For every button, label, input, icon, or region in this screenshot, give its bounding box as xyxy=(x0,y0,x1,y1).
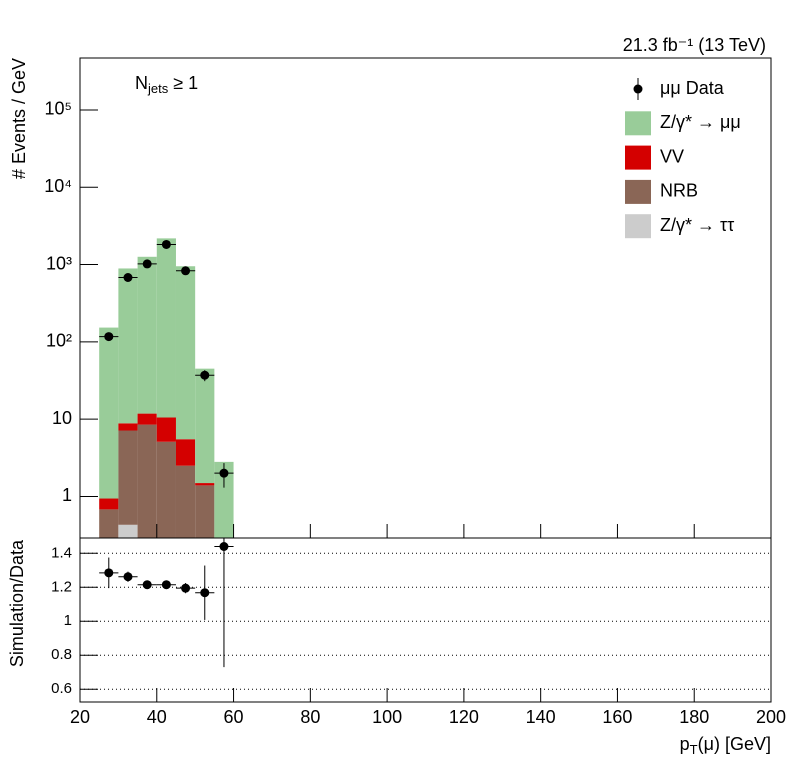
legend-label: Z/γ* → μμ xyxy=(660,112,741,132)
ratio-point xyxy=(161,580,171,590)
x-label-sub: T xyxy=(690,742,698,757)
stack-bar xyxy=(175,465,196,538)
x-tick-label: 180 xyxy=(679,707,709,727)
y-tick-label: 10⁵ xyxy=(45,99,72,119)
data-point xyxy=(219,468,229,478)
ratio-point xyxy=(123,572,133,582)
x-axis-label: pT(μ) [GeV] xyxy=(680,734,771,758)
legend-swatch xyxy=(625,111,651,136)
ratio-point xyxy=(181,583,191,593)
x-tick-label: 100 xyxy=(372,707,402,727)
y-axis-label: # Events / GeV xyxy=(9,58,29,179)
x-tick-label: 40 xyxy=(147,707,167,727)
stack-bar xyxy=(175,266,196,440)
legend-label: VV xyxy=(660,146,684,166)
stack-bar xyxy=(118,524,138,538)
stack-bar xyxy=(156,238,176,418)
data-point xyxy=(104,332,114,342)
annotation-sub: jets xyxy=(147,81,169,96)
ratio-y-tick-label: 1.2 xyxy=(51,578,72,595)
stack-bar xyxy=(156,441,176,538)
annotation: Njets ≥ 1 xyxy=(135,73,198,97)
legend-marker xyxy=(633,84,643,94)
x-tick-label: 120 xyxy=(449,707,479,727)
stack-bar xyxy=(99,498,119,510)
x-label-rest: (μ) [GeV] xyxy=(698,734,771,754)
annotation-main: N xyxy=(135,73,148,93)
x-tick-label: 20 xyxy=(70,707,90,727)
x-tick-label: 80 xyxy=(300,707,320,727)
stack-bar xyxy=(118,268,138,424)
y-tick-label: 10 xyxy=(52,408,72,428)
legend-label: μμ Data xyxy=(660,78,725,98)
legend-label: NRB xyxy=(660,181,698,201)
x-label-main: p xyxy=(680,734,690,754)
lumi-header: 21.3 fb⁻¹ (13 TeV) xyxy=(623,35,766,55)
stack-bar xyxy=(195,483,215,486)
stack-bar xyxy=(156,417,176,442)
legend-swatch xyxy=(625,145,651,170)
x-tick-label: 140 xyxy=(526,707,556,727)
main-plot xyxy=(99,238,234,538)
stack-bar xyxy=(175,439,196,466)
data-point xyxy=(161,239,171,249)
x-tick-label: 200 xyxy=(756,707,786,727)
data-point xyxy=(181,266,191,276)
ratio-y-tick-label: 1 xyxy=(64,612,72,629)
stack-bar xyxy=(118,423,138,431)
stack-bar xyxy=(195,485,215,538)
annotation-rest: ≥ 1 xyxy=(168,73,198,93)
stack-bar xyxy=(118,430,138,525)
stack-bar xyxy=(214,461,234,538)
ratio-point xyxy=(104,568,114,578)
y-tick-label: 10² xyxy=(46,331,72,351)
ratio-point xyxy=(142,580,152,590)
legend-label: Z/γ* → ττ xyxy=(660,215,734,235)
ratio-y-tick-label: 1.4 xyxy=(51,544,72,561)
y-tick-label: 10³ xyxy=(46,253,72,273)
data-point xyxy=(200,370,210,380)
stack-bar xyxy=(137,413,157,425)
ratio-point xyxy=(200,588,210,598)
x-tick-label: 60 xyxy=(224,707,244,727)
y-tick-label: 1 xyxy=(62,485,72,505)
ratio-point xyxy=(219,541,229,551)
ratio-y-tick-label: 0.6 xyxy=(51,680,72,697)
data-point xyxy=(123,272,133,282)
axes: 1 10 10² 10³ 10⁴ 10⁵ 0.6 0.8 1 1.2 1.4 20 40 60 80 100 1… xyxy=(44,99,786,727)
y-tick-label: 10⁴ xyxy=(44,176,72,196)
ratio-points xyxy=(99,538,234,668)
x-tick-label: 160 xyxy=(602,707,632,727)
legend-swatch xyxy=(625,179,651,204)
stack-bar xyxy=(137,424,157,538)
data-point xyxy=(142,259,152,269)
ratio-frame xyxy=(79,537,772,703)
ratio-plot xyxy=(80,552,771,690)
stack-bar xyxy=(99,327,119,499)
legend-swatch xyxy=(625,214,651,239)
ratio-y-tick-label: 0.8 xyxy=(51,646,72,663)
stack-bar xyxy=(99,509,119,538)
stack-bar xyxy=(137,256,157,414)
ratio-y-axis-label: Simulation/Data xyxy=(7,539,27,667)
stack-bar xyxy=(195,368,215,484)
